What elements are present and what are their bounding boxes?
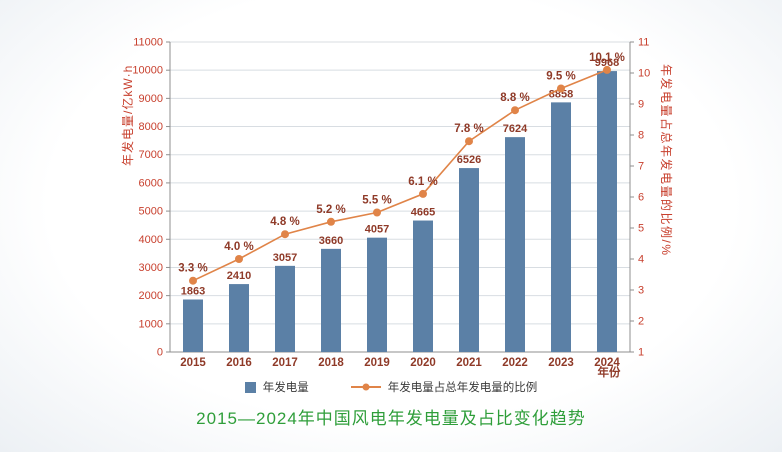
ratio-point-2023 (557, 84, 565, 93)
bar-value-label: 6526 (457, 154, 481, 166)
legend: 年发电量 年发电量占总年发电量的比例 (0, 379, 782, 395)
bar-value-label: 9968 (595, 57, 619, 69)
ratio-percent-label: 4.0 % (224, 241, 253, 253)
x-tick-label: 2020 (410, 357, 436, 369)
bar-value-label: 3660 (319, 235, 343, 247)
right-axis-tick-label: 5 (638, 223, 644, 235)
legend-line-dot-icon (362, 383, 370, 391)
left-axis-tick-label: 9000 (139, 93, 163, 105)
x-tick-label: 2021 (456, 357, 482, 369)
right-axis-tick-label: 11 (638, 37, 649, 49)
x-tick-label: 2019 (364, 357, 390, 369)
legend-bar-swatch (244, 381, 256, 393)
bar-value-label: 1863 (181, 285, 205, 297)
x-tick-label: 2016 (226, 357, 252, 369)
bar-2015 (183, 299, 203, 352)
ratio-point-2018 (327, 217, 335, 226)
ratio-percent-label: 3.3 % (178, 263, 207, 275)
ratio-percent-label: 6.1 % (408, 176, 437, 188)
bar-2019 (367, 237, 387, 352)
ratio-percent-label: 5.2 % (316, 204, 345, 216)
bar-2020 (413, 220, 433, 352)
right-axis-tick-label: 2 (638, 316, 644, 328)
legend-line-label: 年发电量占总年发电量的比例 (387, 382, 538, 394)
bar-2022 (505, 137, 525, 352)
left-axis-tick-label: 2000 (139, 290, 163, 302)
bar-2018 (321, 248, 341, 352)
left-axis-tick-label: 10000 (132, 65, 163, 77)
ratio-point-2020 (419, 189, 427, 198)
bar-value-label: 7624 (503, 123, 528, 135)
left-axis-title: 年发电量/亿kW·h (121, 64, 135, 166)
ratio-point-2021 (465, 137, 473, 146)
x-tick-label: 2024 (594, 357, 620, 369)
ratio-point-2019 (373, 208, 381, 217)
x-axis-title: 年份 (597, 367, 621, 379)
chart-title: 2015—2024年中国风电年发电量及占比变化趋势 (196, 409, 586, 428)
left-axis-tick-label: 11000 (133, 37, 163, 49)
ratio-point-2022 (511, 106, 519, 115)
bar-value-label: 2410 (227, 270, 251, 282)
ratio-point-2024 (603, 65, 611, 74)
ratio-percent-label: 8.8 % (500, 92, 529, 104)
ratio-percent-label: 7.8 % (454, 123, 483, 135)
right-axis-tick-label: 4 (638, 254, 644, 266)
bar-2021 (459, 168, 479, 352)
bar-2016 (229, 284, 249, 352)
bar-value-label: 4665 (411, 207, 435, 219)
x-tick-label: 2022 (502, 357, 528, 369)
ratio-percent-label: 5.5 % (362, 195, 391, 207)
legend-item-generation: 年发电量 (244, 379, 309, 395)
ratio-percent-label: 10.1 % (589, 52, 625, 64)
ratio-percent-label: 9.5 % (546, 71, 575, 83)
left-axis-tick-label: 3000 (139, 262, 163, 274)
ratio-line (192, 69, 608, 282)
left-axis-tick-label: 4000 (139, 234, 163, 246)
left-axis-tick-label: 5000 (139, 206, 163, 218)
bar-value-label: 4057 (365, 224, 389, 236)
bar-2017 (275, 265, 295, 352)
legend-item-ratio: 年发电量占总年发电量的比例 (350, 379, 538, 395)
right-axis-tick-label: 1 (638, 347, 644, 359)
right-axis-tick-label: 9 (638, 99, 644, 111)
left-axis-tick-label: 7000 (139, 149, 163, 161)
ratio-point-2016 (235, 255, 243, 263)
bar-value-label: 3057 (273, 252, 297, 264)
ratio-point-2017 (281, 230, 289, 239)
bar-2024 (597, 71, 617, 353)
ratio-percent-label: 4.8 % (270, 216, 299, 228)
left-axis-tick-label: 6000 (139, 177, 163, 189)
right-axis-tick-label: 10 (638, 68, 650, 80)
left-axis-tick-label: 1000 (139, 318, 163, 330)
right-axis-tick-label: 6 (638, 192, 644, 204)
bar-2023 (551, 102, 571, 353)
ratio-point-2015 (189, 276, 197, 285)
x-tick-label: 2023 (548, 357, 574, 369)
left-axis-tick-label: 0 (157, 347, 163, 359)
right-axis-tick-label: 8 (638, 130, 644, 142)
left-axis-tick-label: 8000 (139, 121, 163, 133)
x-tick-label: 2017 (272, 357, 298, 369)
right-axis-tick-label: 3 (638, 285, 644, 297)
x-tick-label: 2015 (180, 357, 206, 369)
right-axis-title: 年发电量占总年发电量的比例/% (659, 64, 673, 257)
legend-line-swatch (350, 383, 381, 391)
right-axis-tick-label: 7 (638, 161, 644, 173)
legend-bar-label: 年发电量 (262, 382, 309, 394)
x-tick-label: 2018 (318, 357, 344, 369)
